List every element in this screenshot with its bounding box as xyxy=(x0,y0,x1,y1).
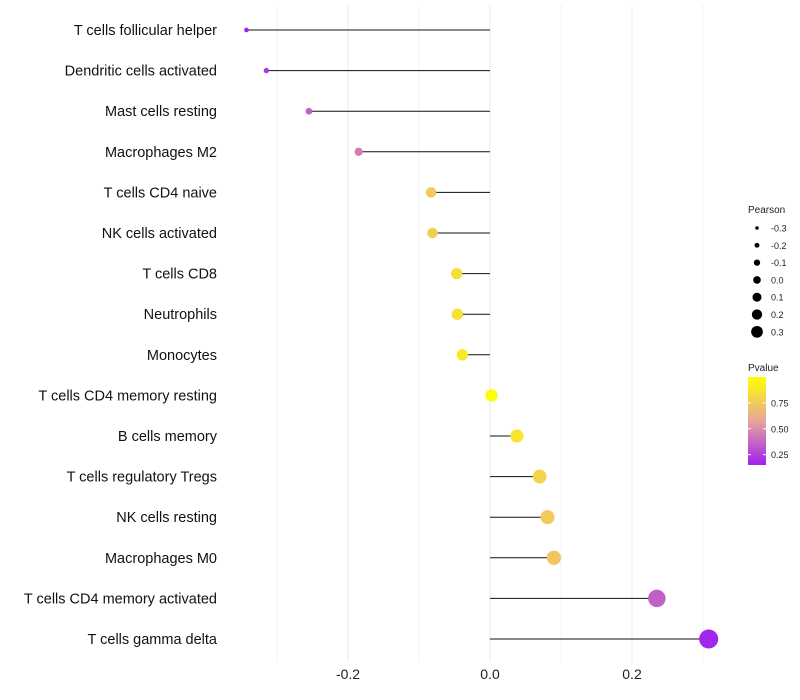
pearson-legend-label: 0.3 xyxy=(771,327,784,337)
lollipop-sticks xyxy=(246,29,709,640)
category-label: Mast cells resting xyxy=(105,104,217,120)
pearson-legend-dot xyxy=(753,259,761,266)
pearson-legend-label: -0.3 xyxy=(771,224,787,234)
category-label: T cells gamma delta xyxy=(88,632,218,648)
pvalue-legend-label: 0.75 xyxy=(771,398,789,408)
lollipop-dot xyxy=(648,589,666,608)
category-label: T cells follicular helper xyxy=(74,23,217,39)
pearson-legend-dot xyxy=(752,292,762,302)
pearson-legend-label: -0.2 xyxy=(771,241,787,251)
lollipop-dot xyxy=(456,349,469,361)
pvalue-color-legend: Pvalue 0.75 0.50 0.25 xyxy=(748,363,789,465)
lollipop-dot xyxy=(510,429,524,443)
category-label: NK cells activated xyxy=(102,226,217,242)
category-label: NK cells resting xyxy=(116,510,217,526)
category-label: Dendritic cells activated xyxy=(65,64,217,80)
lollipop-dots xyxy=(244,27,719,649)
category-label: Macrophages M2 xyxy=(105,145,217,161)
x-axis-ticks: -0.2 0.0 0.2 xyxy=(336,666,642,682)
pearson-legend-dot xyxy=(755,226,759,230)
x-tick-label: 0.0 xyxy=(480,666,500,682)
category-label: B cells memory xyxy=(118,429,218,445)
pvalue-colorbar xyxy=(748,377,766,465)
lollipop-dot xyxy=(427,227,438,239)
pearson-legend-title: Pearson xyxy=(748,205,785,216)
lollipop-dot xyxy=(425,187,437,198)
pearson-legend-label: 0.0 xyxy=(771,275,784,285)
pvalue-legend-title: Pvalue xyxy=(748,363,779,374)
pearson-legend-dot xyxy=(754,242,760,248)
lollipop-dot xyxy=(354,147,363,156)
lollipop-dot xyxy=(263,67,270,74)
category-label: Macrophages M0 xyxy=(105,551,217,567)
category-label: T cells CD4 memory resting xyxy=(38,388,217,404)
x-tick-label: -0.2 xyxy=(336,666,360,682)
lollipop-dot xyxy=(546,550,562,565)
pearson-legend-label: -0.1 xyxy=(771,258,787,268)
category-label: T cells regulatory Tregs xyxy=(67,470,217,486)
pvalue-legend-label: 0.50 xyxy=(771,424,789,434)
pearson-size-legend: Pearson -0.3 -0.2 -0.1 0.0 0.1 0.2 0.3 xyxy=(748,205,787,338)
lollipop-dot xyxy=(485,389,498,402)
lollipop-dot xyxy=(244,27,249,33)
category-label: Monocytes xyxy=(147,348,217,364)
pearson-legend-label: 0.1 xyxy=(771,293,784,303)
pvalue-legend-label: 0.25 xyxy=(771,450,789,460)
lollipop-dot xyxy=(699,629,719,649)
lollipop-dot xyxy=(532,469,547,484)
category-label: Neutrophils xyxy=(144,307,217,323)
pearson-legend-label: 0.2 xyxy=(771,310,784,320)
pearson-legend-dot xyxy=(753,276,761,284)
category-label: T cells CD4 memory activated xyxy=(24,591,217,607)
x-tick-label: 0.2 xyxy=(622,666,642,682)
lollipop-dot xyxy=(451,308,463,320)
category-labels: T cells follicular helper Dendritic cells… xyxy=(24,23,218,648)
category-label: T cells CD4 naive xyxy=(104,185,217,201)
category-label: T cells CD8 xyxy=(142,267,217,283)
lollipop-dot xyxy=(540,510,555,525)
lollipop-dot xyxy=(450,267,463,280)
lollipop-dot xyxy=(305,107,313,115)
grid-lines xyxy=(276,5,704,662)
pearson-legend-dot xyxy=(751,309,763,320)
pearson-legend-dot xyxy=(751,325,763,338)
